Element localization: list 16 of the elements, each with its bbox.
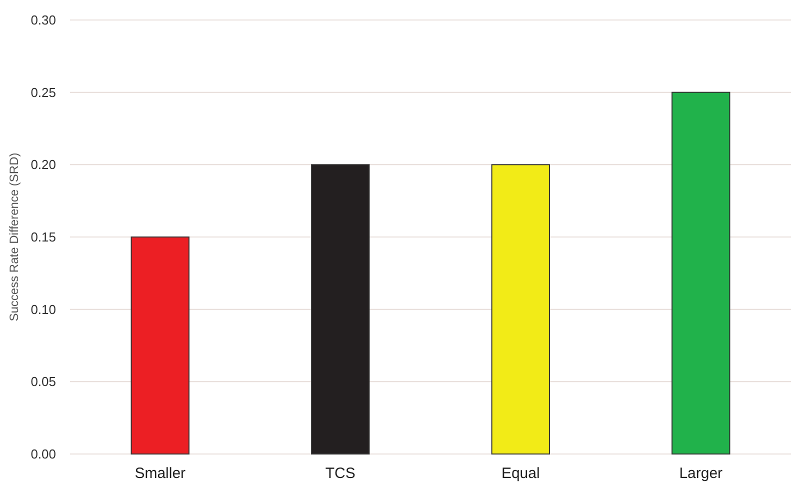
bar [491, 164, 550, 454]
y-tick-label: 0.10 [30, 302, 56, 317]
x-tick-label: TCS [325, 465, 356, 482]
x-tick-label: Smaller [134, 465, 186, 482]
y-tick-label: 0.25 [30, 84, 56, 100]
x-tick-label: Larger [679, 465, 723, 482]
y-tick-label: 0.20 [30, 157, 56, 172]
y-tick-label: 0.00 [30, 446, 56, 462]
bar [311, 164, 370, 454]
y-tick-label: 0.30 [30, 12, 56, 28]
bar [130, 236, 190, 454]
y-axis-title: Success Rate Difference (SRD) [7, 152, 21, 322]
x-tick-label: Equal [501, 465, 540, 482]
bar [672, 92, 730, 454]
y-tick-label: 0.05 [30, 374, 56, 390]
y-tick-label: 0.15 [30, 230, 56, 245]
